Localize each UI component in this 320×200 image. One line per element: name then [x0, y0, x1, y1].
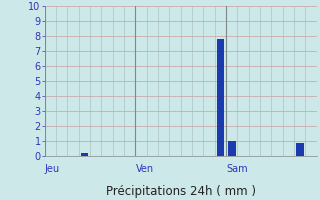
Text: Jeu: Jeu	[45, 164, 60, 174]
Text: Sam: Sam	[226, 164, 248, 174]
Text: Précipitations 24h ( mm ): Précipitations 24h ( mm )	[106, 185, 256, 198]
Bar	[296, 143, 304, 156]
Text: Ven: Ven	[135, 164, 154, 174]
Bar	[228, 141, 236, 156]
Bar	[217, 39, 224, 156]
Bar	[81, 153, 88, 156]
